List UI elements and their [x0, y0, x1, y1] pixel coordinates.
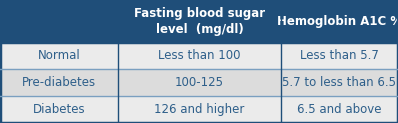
Text: Diabetes: Diabetes [33, 103, 85, 116]
Text: Fasting blood sugar
level  (mg/dl): Fasting blood sugar level (mg/dl) [134, 7, 265, 36]
Bar [118, 96, 281, 123]
Bar [0, 42, 118, 69]
Bar [118, 42, 281, 69]
Bar [0, 69, 118, 96]
Text: Hemoglobin A1C %: Hemoglobin A1C % [277, 15, 398, 28]
Text: Less than 5.7: Less than 5.7 [300, 49, 379, 62]
Text: 100-125: 100-125 [175, 76, 224, 89]
Text: Less than 100: Less than 100 [158, 49, 241, 62]
Bar [281, 96, 398, 123]
Bar [281, 42, 398, 69]
Bar [281, 69, 398, 96]
Text: Pre-diabetes: Pre-diabetes [22, 76, 96, 89]
Text: 126 and higher: 126 and higher [154, 103, 245, 116]
Bar [281, 0, 398, 42]
Bar [118, 69, 281, 96]
Bar [0, 96, 118, 123]
Bar [118, 0, 281, 42]
Text: Normal: Normal [38, 49, 80, 62]
Bar [0, 0, 118, 42]
Text: 5.7 to less than 6.5: 5.7 to less than 6.5 [283, 76, 396, 89]
Text: 6.5 and above: 6.5 and above [297, 103, 382, 116]
